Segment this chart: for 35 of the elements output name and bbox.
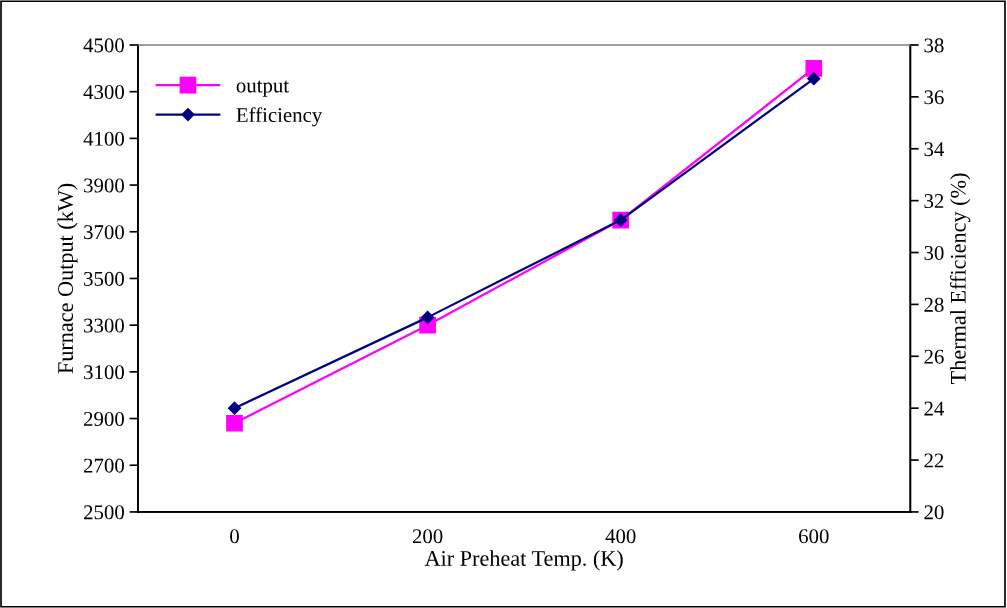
y2-tick-label: 30 — [924, 245, 944, 260]
y2-axis-title: Thermal Efficiency (%) — [949, 173, 971, 384]
point — [227, 401, 242, 415]
y-tick-label: 4100 — [83, 131, 124, 146]
point — [805, 60, 823, 77]
y-tick-label: 2900 — [84, 411, 124, 426]
y2-tick-label: 28 — [924, 297, 944, 312]
y2-tick-label: 20 — [924, 505, 944, 520]
y-axis-title: Furnace Output (kW) — [57, 183, 78, 374]
y-tick-label: 2500 — [84, 505, 124, 520]
x-tick-label: 200 — [412, 529, 443, 544]
y2-tick-label: 26 — [924, 349, 944, 364]
y2-tick-label: 32 — [924, 194, 944, 209]
x-tick-label: 0 — [230, 529, 239, 544]
y-tick-label: 3900 — [84, 178, 124, 193]
legend-label: output — [236, 80, 289, 97]
y-tick-label: 4500 — [83, 38, 124, 53]
y-tick-label: 3500 — [84, 271, 124, 286]
y-tick-label: 4300 — [83, 85, 124, 100]
y2-tick-label: 24 — [924, 401, 945, 416]
point — [226, 414, 243, 432]
x-axis-title: Air Preheat Temp. (K) — [424, 550, 623, 571]
x-tick-label: 600 — [799, 529, 829, 544]
y2-tick-label: 34 — [924, 142, 945, 157]
point — [421, 310, 435, 324]
y2-tick-label: 38 — [924, 38, 944, 53]
y-tick-label: 2700 — [84, 458, 124, 473]
x-tick-label: 400 — [605, 529, 636, 544]
point — [807, 72, 821, 86]
y2-tick-label: 22 — [924, 453, 944, 468]
legend-label: Efficiency — [236, 107, 323, 127]
y-tick-label: 3300 — [84, 318, 124, 333]
y-tick-label: 3100 — [84, 365, 124, 380]
y-tick-label: 3700 — [84, 225, 124, 240]
y2-tick-label: 36 — [924, 90, 944, 105]
